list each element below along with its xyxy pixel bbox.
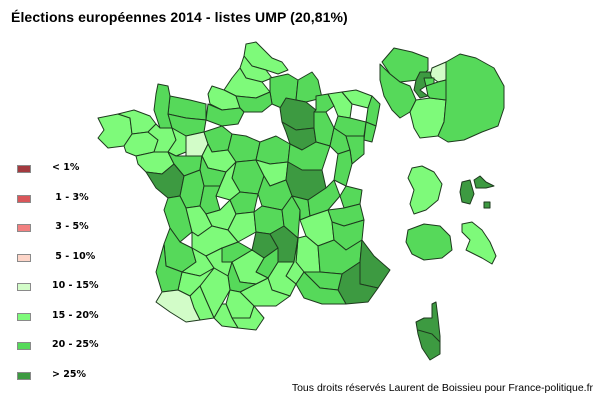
copyright-credit: Tous droits réservés Laurent de Boissieu… <box>291 382 593 394</box>
inset-overseas <box>405 165 497 361</box>
department-ariege[interactable] <box>213 303 239 329</box>
department-creuse[interactable] <box>229 191 259 215</box>
legend-swatch <box>17 224 31 232</box>
department-bas-rhin[interactable] <box>365 95 381 127</box>
legend-label: < 1% <box>52 162 80 173</box>
department-bouches-du-rhone[interactable] <box>295 271 347 305</box>
legend-swatch <box>17 313 31 321</box>
legend-swatch <box>17 195 31 203</box>
department-manche[interactable] <box>153 83 173 129</box>
department-pyrenees-atlantiques[interactable] <box>155 289 201 323</box>
legend-swatch <box>17 342 31 350</box>
legend-label: 20 - 25% <box>52 339 99 350</box>
legend-item-15-20: 15 - 20% <box>17 310 99 323</box>
legend-item-lt1: < 1% <box>17 162 79 175</box>
legend-swatch <box>17 165 31 173</box>
legend-label: 1 - 3% <box>52 192 89 203</box>
legend-swatch <box>17 283 31 291</box>
legend-swatch <box>17 254 31 262</box>
department-loire[interactable] <box>281 195 301 239</box>
legend-item-5-10: 5 - 10% <box>17 251 95 264</box>
legend-label: 10 - 15% <box>52 280 99 291</box>
legend-item-gt25: > 25% <box>17 369 86 382</box>
corse-divider <box>417 329 441 343</box>
department-loiret[interactable] <box>227 133 261 163</box>
department-indre[interactable] <box>215 161 241 201</box>
department-guyane[interactable] <box>407 165 443 215</box>
legend-item-20-25: 20 - 25% <box>17 339 99 352</box>
department-val-de-marne[interactable] <box>425 79 447 101</box>
map-title: Élections européennes 2014 - listes UMP … <box>11 9 348 25</box>
department-corse[interactable] <box>415 301 441 361</box>
legend-item-1-3: 1 - 3% <box>17 192 89 205</box>
inset-ile-de-france <box>379 47 505 143</box>
department-la-reunion[interactable] <box>405 223 453 261</box>
department-seine-et-marne[interactable] <box>437 53 505 143</box>
legend-item-10-15: 10 - 15% <box>17 280 99 293</box>
department-haute-savoie[interactable] <box>339 185 363 209</box>
department-yonne[interactable] <box>255 135 291 165</box>
department-charente-maritime[interactable] <box>163 195 193 243</box>
legend-label: 15 - 20% <box>52 310 99 321</box>
department-martinique[interactable] <box>461 221 497 265</box>
department-jura[interactable] <box>333 149 353 187</box>
department-alpes-maritimes[interactable] <box>359 239 391 289</box>
legend-label: 5 - 10% <box>52 251 96 262</box>
legend-item-3-5: 3 - 5% <box>17 221 89 234</box>
legend-label: 3 - 5% <box>52 221 89 232</box>
metropolitan-france <box>97 41 391 331</box>
department-eure[interactable] <box>205 103 245 127</box>
legend-swatch <box>17 372 31 380</box>
legend-label: > 25% <box>52 369 87 380</box>
department-guadeloupe[interactable] <box>459 175 495 209</box>
